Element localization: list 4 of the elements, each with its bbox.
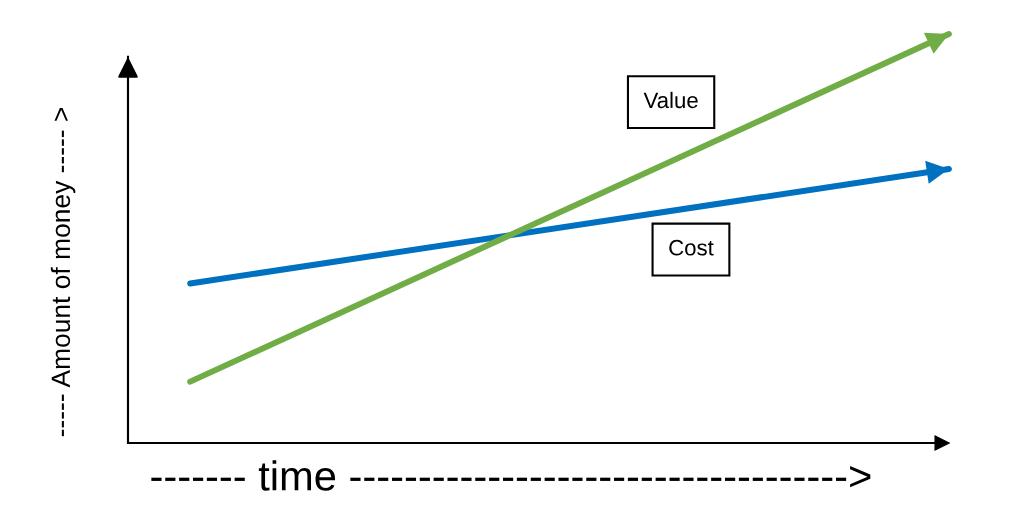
x-axis-title: ------- time ------------------------------------> bbox=[151, 460, 871, 491]
series-label: Value bbox=[643, 91, 698, 109]
y-axis-title: ----- Amount of money ----- > bbox=[50, 107, 76, 437]
series-label: Cost bbox=[669, 239, 714, 256]
